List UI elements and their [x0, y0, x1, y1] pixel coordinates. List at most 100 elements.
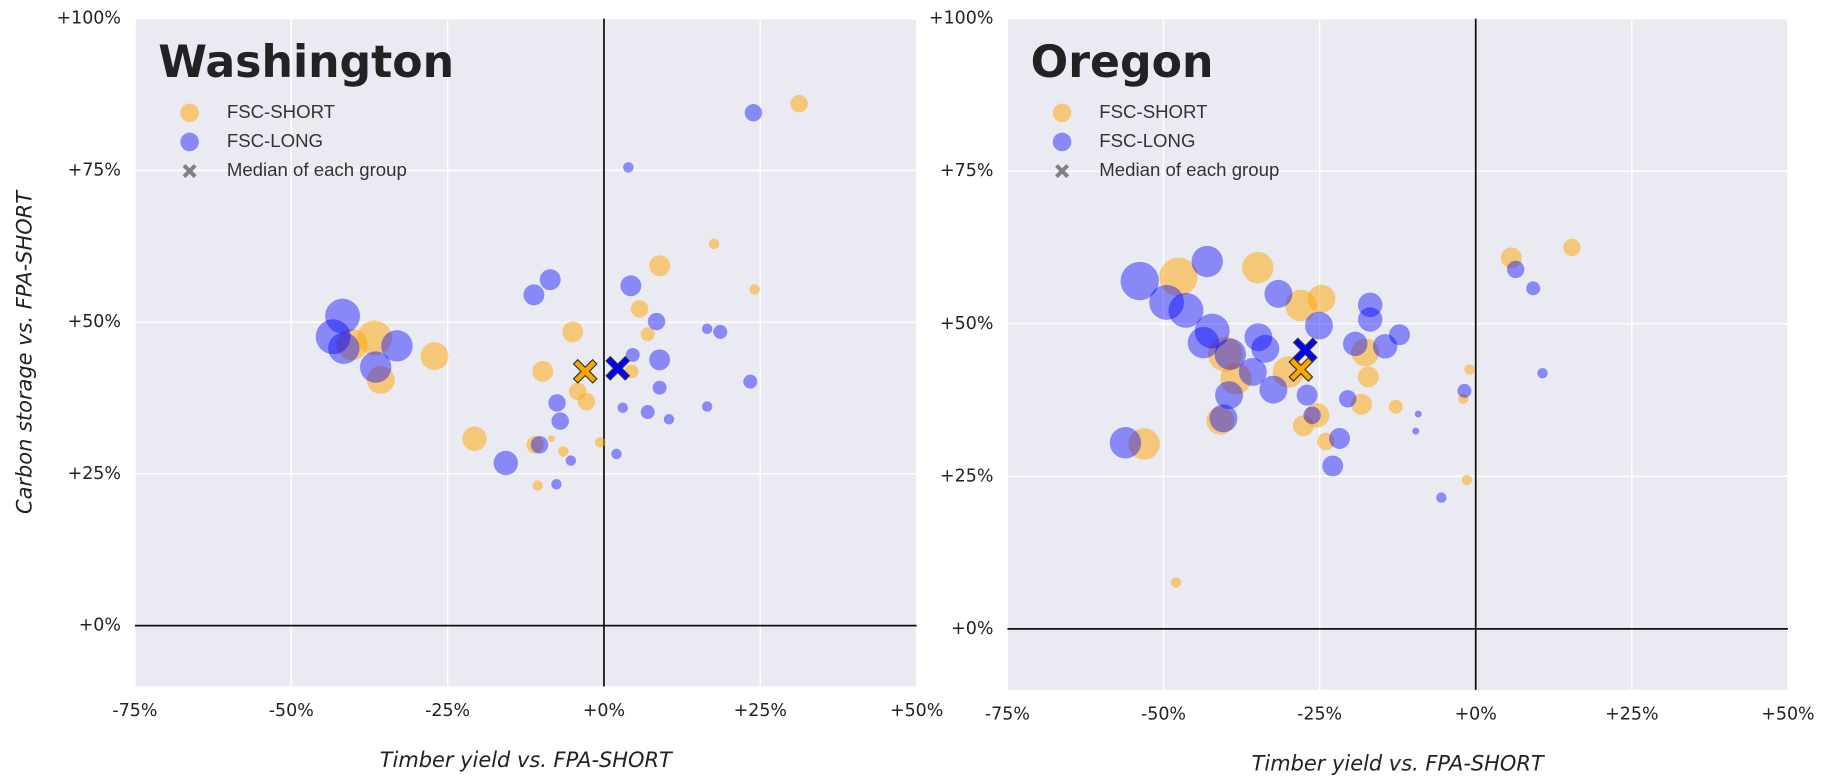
y-tick-label: +75% [68, 160, 121, 180]
bubble [551, 479, 562, 490]
bubble [623, 162, 634, 173]
bubble [1563, 238, 1581, 257]
bubble [647, 312, 666, 331]
bubble [1168, 292, 1204, 328]
y-tick-label: +0% [951, 619, 993, 639]
bubble [1242, 251, 1274, 284]
bubble [1388, 399, 1403, 414]
bubble [1436, 492, 1447, 503]
bubble [562, 321, 584, 343]
x-tick-label: +50% [890, 701, 943, 721]
bubble [1461, 474, 1473, 486]
bubble [625, 347, 640, 362]
bubble [558, 446, 569, 457]
x-tick-label: -75% [112, 701, 157, 721]
x-tick-label: -75% [985, 704, 1030, 724]
bubble [594, 437, 606, 448]
x-tick-label: -25% [425, 701, 470, 721]
x-tick-label: +25% [1605, 704, 1658, 724]
y-tick-label: +100% [57, 9, 121, 29]
bubble [1206, 406, 1235, 435]
x-tick-label: -50% [1141, 704, 1186, 724]
bubble [1191, 245, 1223, 278]
median-marker [605, 355, 631, 381]
bubble [1351, 338, 1380, 367]
bubble [1357, 307, 1383, 332]
legend-marker [1052, 132, 1072, 152]
bubble [749, 284, 760, 295]
bubble [547, 435, 555, 443]
bubble [620, 275, 642, 297]
bubble [649, 255, 671, 277]
bubble [1214, 338, 1247, 370]
bubble [1322, 455, 1344, 477]
bubble [1414, 410, 1422, 418]
bubble [1464, 364, 1475, 375]
bubble [1149, 284, 1185, 320]
legend-label: FSC-SHORT [1099, 101, 1207, 122]
bubble [328, 332, 360, 364]
bubble [325, 298, 361, 334]
bubble [630, 300, 649, 318]
x-tick-label: -50% [269, 701, 314, 721]
bubble [1372, 334, 1398, 359]
bubble [1194, 313, 1230, 349]
bubble [1457, 383, 1472, 398]
bubble [462, 426, 487, 451]
bubble [1251, 334, 1280, 363]
y-tick-label: +25% [940, 466, 993, 486]
bubble [743, 374, 758, 389]
bubble [360, 351, 392, 383]
bubble [640, 327, 655, 342]
bubble [336, 328, 368, 361]
bubble [1187, 326, 1220, 359]
bubble [381, 330, 413, 362]
bubble [701, 323, 713, 335]
bubble [551, 412, 569, 430]
bubble [611, 448, 622, 460]
bubble [493, 450, 518, 476]
x-tick-label: +0% [583, 701, 625, 721]
bubble [577, 392, 596, 411]
bubble [1526, 281, 1541, 296]
bubble [1292, 415, 1314, 437]
bubble [1342, 331, 1368, 357]
x-tick-label: -25% [1297, 704, 1342, 724]
chart-title: Oregon [1031, 37, 1214, 88]
y-tick-label: +50% [68, 312, 121, 332]
bubble [1500, 247, 1522, 269]
bubble [1303, 406, 1321, 425]
legend-marker [1055, 164, 1070, 179]
bubble [1506, 260, 1525, 279]
bubble [1259, 375, 1288, 404]
legend-marker [180, 132, 199, 152]
median-marker [1288, 357, 1314, 382]
bubble [532, 360, 554, 382]
y-tick-label: +75% [940, 161, 993, 181]
bubble [1120, 261, 1159, 301]
bubble [1159, 257, 1198, 296]
x-axis-label: Timber yield vs. FPA-SHORT [380, 748, 674, 772]
bubble [530, 436, 549, 454]
bubble [652, 380, 667, 395]
y-tick-label: +50% [940, 314, 993, 334]
legend-marker [182, 164, 197, 179]
bubble [1220, 362, 1252, 395]
bubble [526, 436, 544, 454]
bubble [1357, 292, 1383, 318]
bubble [366, 365, 395, 394]
bubble [1338, 390, 1357, 408]
legend-marker [180, 103, 199, 123]
y-axis-label: Carbon storage vs. FPA-SHORT [13, 189, 37, 514]
legend-marker [1052, 103, 1072, 123]
bubble [713, 324, 728, 339]
bubble [523, 284, 545, 306]
bubble [708, 238, 720, 250]
bubble [617, 402, 628, 413]
bubble [565, 455, 577, 466]
y-tick-label: +0% [79, 616, 121, 636]
bubble [1128, 428, 1160, 460]
bubble [1329, 428, 1351, 449]
bubble [420, 342, 449, 371]
